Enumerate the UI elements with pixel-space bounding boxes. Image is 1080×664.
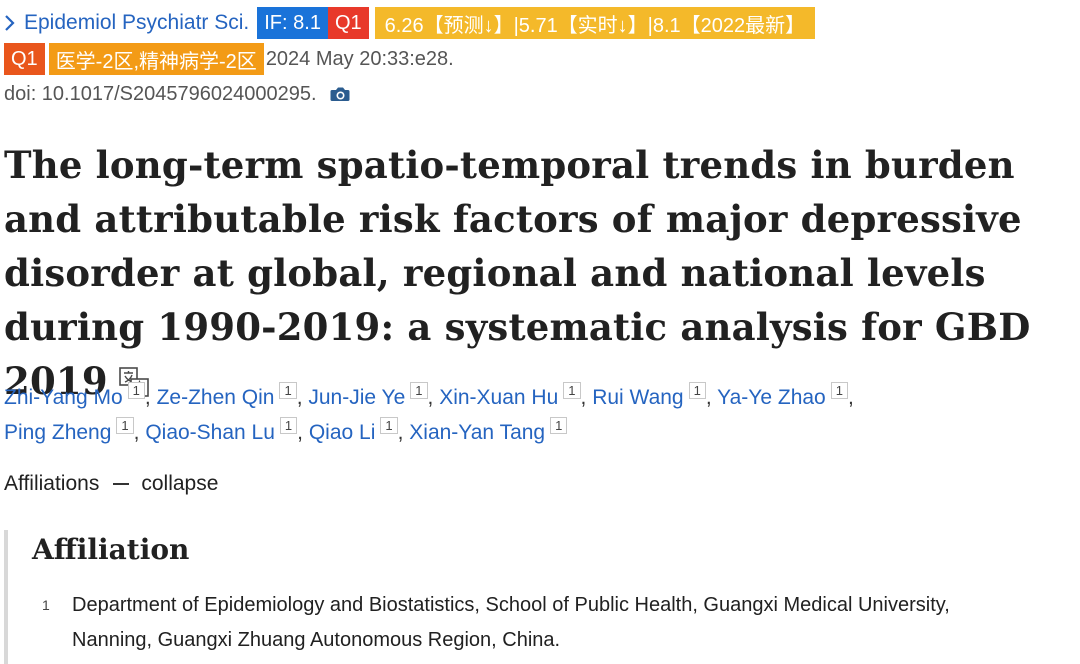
affiliation-text: Department of Epidemiology and Biostatis… [72,594,950,651]
author-link[interactable]: Xin-Xuan Hu [439,386,559,409]
dash-icon [113,483,130,485]
author-list: Zhi-Yang Mo 1, Ze-Zhen Qin 1, Jun-Jie Ye 1,… [4,380,1074,450]
chevron-right-icon[interactable] [4,14,16,32]
author-separator: , [847,386,854,409]
author-separator: , [580,386,593,409]
author-separator: , [133,421,146,444]
author-separator: , [296,386,309,409]
author-link[interactable]: Ya-Ye Zhao [717,386,826,409]
affiliation-ref[interactable]: 1 [830,382,848,399]
author-separator: , [144,386,157,409]
affiliations-label: Affiliations [4,472,100,495]
affiliation-ref[interactable]: 1 [550,417,568,434]
affiliation-ref[interactable]: 1 [563,382,581,399]
doi-text: doi: 10.1017/S2045796024000295. [4,82,317,105]
affiliation-item: 1 Department of Epidemiology and Biostat… [42,588,1032,658]
affiliation-ref[interactable]: 1 [410,382,428,399]
author-link[interactable]: Qiao-Shan Lu [145,421,275,444]
affiliations-toggle[interactable]: Affiliations collapse [4,472,218,496]
cas-quartile-badge: Q1 [4,43,45,75]
author-link[interactable]: Ze-Zhen Qin [156,386,275,409]
author-separator: , [705,386,718,409]
author-link[interactable]: Xian-Yan Tang [409,421,546,444]
journal-line-2: Q1 医学-2区,精神病学-2区 2024 May 20:33:e28. [4,43,454,75]
author-link[interactable]: Rui Wang [592,386,684,409]
camera-icon[interactable] [329,85,351,103]
author-link[interactable]: Ping Zheng [4,421,112,444]
impact-prediction-badge: 6.26【预测↓】|5.71【实时↓】|8.1【2022最新】 [374,7,816,39]
quartile-badge: Q1 [327,7,369,39]
author-link[interactable]: Jun-Jie Ye [308,386,406,409]
affiliation-number: 1 [42,597,50,613]
affiliation-ref[interactable]: 1 [279,382,297,399]
affiliation-panel: Affiliation 1 Department of Epidemiology… [4,530,1074,664]
author-link[interactable]: Zhi-Yang Mo [4,386,123,409]
cas-zone-badge: 医学-2区,精神病学-2区 [48,43,264,75]
publication-date: 2024 May 20:33:e28. [265,47,454,70]
doi-line: doi: 10.1017/S2045796024000295. [4,80,351,108]
affiliation-heading: Affiliation [32,533,190,566]
affiliation-ref[interactable]: 1 [688,382,706,399]
affiliation-ref[interactable]: 1 [127,382,145,399]
author-link[interactable]: Qiao Li [308,421,376,444]
journal-line: Epidemiol Psychiatr Sci. IF: 8.1 Q1 6.26… [4,6,816,40]
affiliation-ref[interactable]: 1 [116,417,134,434]
impact-factor-badge: IF: 8.1 [257,7,328,39]
author-separator: , [297,421,309,444]
collapse-link[interactable]: collapse [141,472,219,495]
affiliation-ref[interactable]: 1 [380,417,398,434]
author-separator: , [397,421,410,444]
journal-name-link[interactable]: Epidemiol Psychiatr Sci. [24,11,250,34]
article-title-text: The long-term spatio-temporal trends in … [4,143,1031,403]
affiliation-ref[interactable]: 1 [279,417,298,434]
article-title: The long-term spatio-temporal trends in … [4,138,1074,412]
author-separator: , [427,386,440,409]
